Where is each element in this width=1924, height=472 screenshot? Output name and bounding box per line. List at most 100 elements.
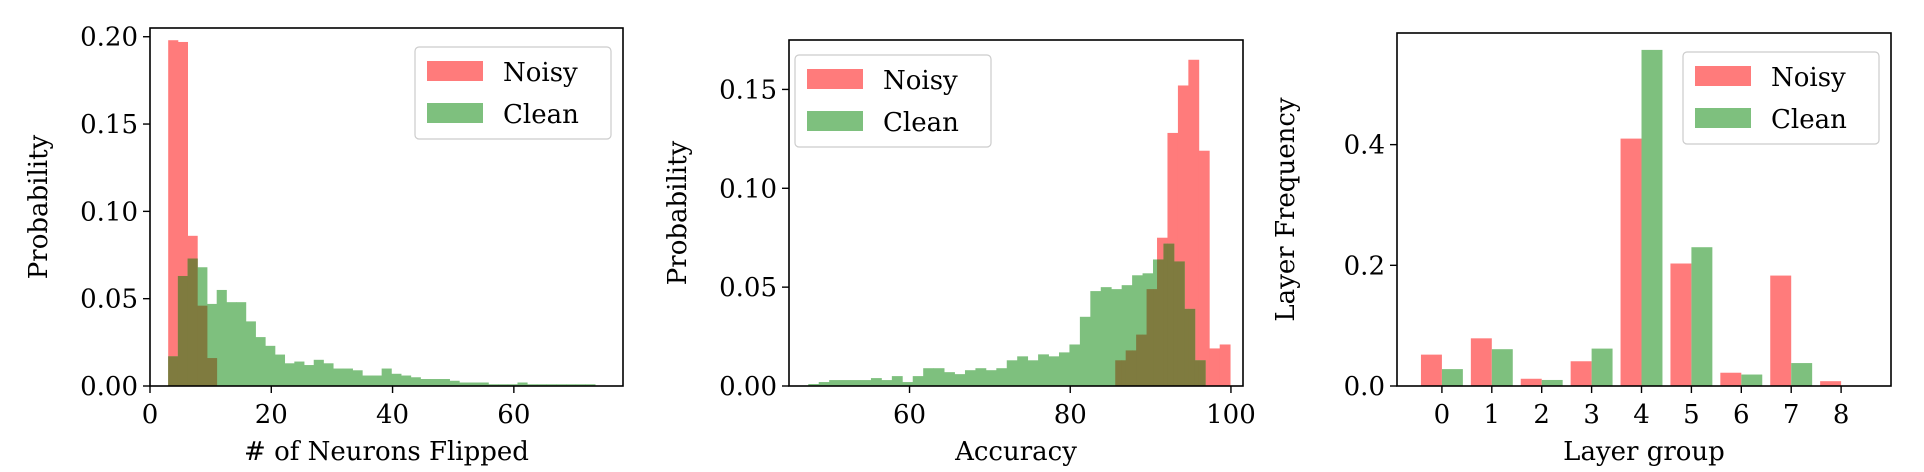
bar-clean	[265, 345, 276, 386]
bar-clean	[870, 378, 882, 386]
bar-overlap	[1157, 259, 1164, 386]
x-tick-label: 0	[142, 400, 159, 430]
bar-noisy	[1520, 378, 1542, 386]
axes-frame	[1396, 32, 1892, 387]
bar-clean	[371, 375, 383, 386]
bar-clean	[284, 363, 295, 386]
bar-clean	[954, 374, 966, 386]
bar-overlap	[1167, 243, 1175, 386]
bar-clean	[430, 379, 441, 386]
y-axis-label: Probability	[24, 134, 54, 279]
bar-clean	[933, 368, 945, 386]
bar-clean	[381, 368, 392, 386]
y-tick-label: 0.05	[80, 285, 138, 315]
bar-clean	[1079, 316, 1091, 386]
axes-frame	[149, 27, 624, 387]
bar-overlap	[1188, 308, 1196, 386]
bar-clean	[850, 380, 861, 386]
bar-clean	[304, 365, 315, 386]
bar-overlap	[197, 305, 208, 386]
bar-clean	[207, 303, 218, 386]
y-tick-label: 0.00	[80, 372, 138, 402]
x-axis-label: Accuracy	[954, 437, 1077, 467]
bar-clean	[236, 302, 247, 386]
bar-clean	[1048, 356, 1060, 386]
bar-clean	[881, 380, 893, 386]
bar-clean	[808, 384, 820, 386]
bar-noisy	[1188, 59, 1200, 386]
legend-label-clean: Clean	[1771, 105, 1847, 135]
bar-clean	[449, 380, 460, 386]
x-tick-label: 3	[1583, 400, 1600, 430]
bar-clean	[439, 379, 450, 386]
bar-clean	[829, 380, 841, 386]
bar-clean	[1111, 289, 1123, 386]
y-tick-label: 0.4	[1344, 131, 1385, 161]
y-tick-label: 0.20	[80, 23, 138, 53]
bar-clean	[891, 376, 903, 386]
bar-overlap	[207, 358, 218, 386]
bar-clean	[1038, 354, 1049, 386]
bar-noisy	[177, 41, 188, 386]
bar-clean	[1541, 379, 1563, 386]
bar-noisy	[1198, 150, 1210, 386]
bar-noisy	[1770, 275, 1792, 386]
legend-swatch-clean	[427, 103, 483, 123]
x-tick-label: 8	[1833, 400, 1850, 430]
bar-clean	[923, 368, 935, 386]
bar-overlap	[1198, 360, 1206, 386]
bar-clean	[1441, 369, 1463, 386]
bar-clean	[294, 361, 305, 386]
x-tick-label: 40	[376, 400, 409, 430]
x-tick-label: 60	[497, 400, 530, 430]
bar-clean	[839, 380, 851, 386]
bar-clean	[902, 382, 914, 386]
bar-noisy	[1570, 361, 1592, 386]
bar-overlap	[1163, 243, 1168, 386]
bar-clean	[536, 384, 547, 386]
bar-clean	[546, 384, 557, 386]
legend-label-noisy: Noisy	[883, 66, 958, 96]
bar-clean	[1641, 49, 1663, 387]
bar-overlap	[1146, 289, 1154, 386]
bar-clean	[274, 354, 286, 386]
bar-clean	[342, 368, 353, 386]
bar-noisy	[1620, 138, 1642, 386]
x-axis-label: Layer group	[1563, 437, 1725, 467]
bar-clean	[1132, 275, 1143, 386]
bar-clean	[216, 289, 227, 386]
bar-clean	[1121, 285, 1133, 386]
y-tick-label: 0.05	[719, 273, 777, 303]
bar-clean	[575, 384, 586, 386]
y-tick-label: 0.15	[719, 75, 777, 105]
axes-frame	[788, 39, 1244, 387]
x-tick-label: 80	[1054, 400, 1087, 430]
bar-clean	[313, 359, 324, 386]
bar-clean	[1691, 247, 1713, 386]
bar-clean	[527, 384, 538, 386]
bar-clean	[323, 363, 334, 386]
bar-noisy	[1670, 263, 1692, 386]
bar-noisy	[1420, 354, 1442, 386]
bar-clean	[1100, 287, 1112, 386]
bar-overlap	[187, 258, 198, 386]
bar-clean	[565, 384, 577, 386]
bar-clean	[1069, 344, 1081, 386]
bar-overlap	[1173, 261, 1179, 386]
bar-overlap	[1142, 334, 1147, 386]
bar-clean	[352, 370, 363, 386]
x-tick-label: 1	[1484, 400, 1501, 430]
y-tick-label: 0.2	[1344, 251, 1385, 281]
bar-overlap	[1177, 261, 1185, 386]
bar-clean	[964, 370, 976, 386]
bar-clean	[517, 382, 528, 386]
legend-swatch-clean	[807, 111, 863, 131]
bar-clean	[985, 370, 997, 386]
bar-overlap	[177, 275, 188, 386]
bar-clean	[245, 321, 256, 386]
x-tick-label: 0	[1434, 400, 1451, 430]
bar-clean	[410, 377, 421, 386]
bar-clean	[507, 384, 518, 386]
bar-clean	[498, 384, 509, 386]
